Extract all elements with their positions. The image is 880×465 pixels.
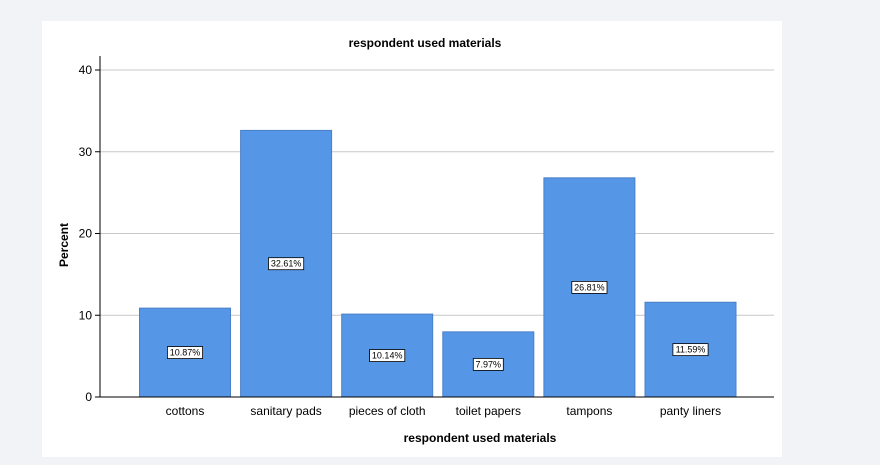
x-category-label: cottons <box>166 404 205 418</box>
data-label: 26.81% <box>574 282 605 292</box>
chart-frame: respondent used materials 0 10 20 30 40 cott… <box>42 21 782 457</box>
data-label-box <box>369 349 406 362</box>
x-category-label: pieces of cloth <box>349 404 426 418</box>
y-tick-label: 10 <box>79 308 93 322</box>
x-category-label: panty liners <box>660 404 721 418</box>
bar-chart: respondent used materials 0 10 20 30 40 cott… <box>57 36 774 445</box>
x-category-labels: cottons sanitary pads pieces of cloth toile… <box>166 404 722 418</box>
bars <box>139 129 737 398</box>
data-labels: 10.87% 32.61% 10.14% 7.97% 26.81% 11.59% <box>167 257 709 371</box>
data-label: 7.97% <box>476 359 502 369</box>
data-label-box <box>672 343 709 357</box>
y-axis-title: Percent <box>57 223 71 267</box>
data-label-box <box>167 346 204 359</box>
x-category-label: sanitary pads <box>250 404 321 418</box>
data-label-box <box>571 281 608 294</box>
data-label-box <box>472 358 504 371</box>
data-label: 11.59% <box>676 345 706 355</box>
y-tick-labels: 0 10 20 30 40 <box>79 63 100 404</box>
gridlines <box>100 69 774 316</box>
x-category-label: toilet papers <box>456 404 521 418</box>
y-tick-label: 30 <box>79 145 93 159</box>
y-tick-label: 40 <box>79 63 93 77</box>
y-tick-label: 20 <box>79 227 93 241</box>
data-label-box <box>268 257 305 271</box>
chart-title: respondent used materials <box>349 36 502 50</box>
data-label: 32.61% <box>271 259 302 269</box>
data-label: 10.14% <box>372 351 403 361</box>
axes <box>99 56 774 398</box>
x-category-label: tampons <box>566 404 612 418</box>
y-tick-label: 0 <box>85 390 92 404</box>
x-axis-title: respondent used materials <box>404 431 557 445</box>
data-label: 10.87% <box>170 348 201 358</box>
